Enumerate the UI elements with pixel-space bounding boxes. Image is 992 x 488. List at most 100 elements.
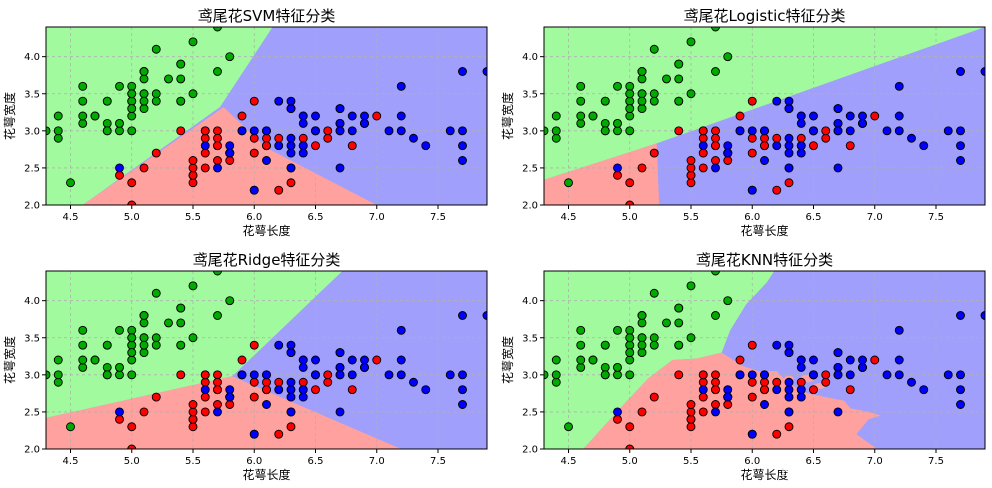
data-point-versicolor [213, 400, 222, 409]
data-point-versicolor [686, 163, 696, 173]
data-point-versicolor [200, 163, 210, 173]
data-point-setosa [576, 325, 586, 335]
data-point-virginica [698, 141, 708, 151]
data-point-setosa [78, 81, 88, 91]
data-point-setosa [588, 111, 598, 121]
data-point-virginica [286, 385, 296, 395]
data-point-setosa [649, 288, 659, 298]
data-point-versicolor [274, 429, 284, 439]
data-point-versicolor [698, 133, 708, 143]
data-point-setosa [139, 74, 149, 84]
data-point-setosa [115, 81, 124, 91]
x-tick-label: 5.0 [124, 212, 140, 223]
data-point-virginica [833, 348, 843, 358]
x-tick-label: 4.5 [561, 456, 577, 467]
data-point-versicolor [176, 370, 186, 380]
data-point-virginica [458, 400, 467, 409]
data-point-virginica [796, 141, 806, 151]
data-point-setosa [649, 44, 659, 54]
data-point-versicolor [772, 377, 782, 387]
data-point-versicolor [274, 133, 284, 143]
data-point-virginica [894, 355, 904, 365]
data-point-versicolor [674, 126, 684, 136]
data-point-virginica [347, 370, 357, 380]
data-point-versicolor [286, 178, 296, 188]
data-point-virginica [335, 362, 345, 372]
data-point-setosa [600, 126, 610, 136]
data-point-virginica [735, 126, 745, 136]
data-point-virginica [274, 340, 284, 350]
x-tick-label: 6.0 [744, 212, 760, 223]
data-point-versicolor [723, 400, 733, 409]
data-point-versicolor [323, 370, 333, 380]
data-point-setosa [674, 303, 684, 313]
data-point-setosa [637, 311, 647, 320]
data-point-setosa [625, 126, 635, 136]
data-point-virginica [796, 148, 806, 158]
data-point-virginica [833, 362, 843, 372]
data-point-virginica [882, 126, 892, 136]
data-point-virginica [115, 407, 124, 417]
data-point-virginica [809, 355, 818, 365]
data-point-virginica [237, 370, 247, 380]
x-tick-label: 6.0 [744, 456, 760, 467]
data-point-virginica [286, 148, 296, 158]
x-axis-label: 花萼长度 [242, 223, 290, 238]
data-point-virginica [298, 362, 308, 372]
y-tick-label: 4.0 [522, 52, 538, 63]
data-point-versicolor [711, 377, 720, 387]
data-point-virginica [298, 148, 308, 158]
data-point-virginica [772, 340, 782, 350]
data-point-setosa [625, 333, 635, 343]
data-point-setosa [213, 311, 222, 320]
data-point-versicolor [176, 126, 186, 136]
data-point-setosa [46, 126, 51, 136]
data-point-versicolor [613, 170, 622, 180]
data-point-setosa [711, 311, 720, 320]
data-point-setosa [78, 118, 88, 128]
data-point-setosa [637, 333, 647, 343]
data-point-versicolor [200, 370, 210, 380]
data-point-setosa [649, 333, 659, 343]
data-point-versicolor [262, 141, 271, 151]
data-point-setosa [544, 370, 549, 380]
data-point-setosa [53, 377, 63, 387]
data-point-versicolor [870, 355, 880, 365]
data-point-virginica [784, 340, 794, 350]
data-point-setosa [151, 333, 161, 343]
data-point-versicolor [213, 126, 222, 136]
data-point-versicolor [188, 407, 198, 417]
data-point-versicolor [698, 392, 708, 402]
data-point-setosa [613, 362, 622, 372]
data-point-versicolor [139, 163, 149, 173]
y-tick-label: 3.0 [24, 370, 40, 381]
data-point-setosa [662, 318, 671, 328]
data-point-versicolor [347, 141, 357, 151]
chart-panel-4: 4.5 5.0 5.5 6.0 6.5 7.0 7.5 2.0 2.5 3.0 3.5 4.0 鸢尾花K… [500, 251, 986, 482]
data-point-setosa [576, 355, 586, 365]
data-point-versicolor [686, 414, 696, 424]
y-tick-label: 2.0 [522, 445, 538, 456]
data-point-versicolor [323, 377, 333, 387]
data-point-virginica [335, 407, 345, 417]
data-point-setosa [176, 96, 186, 106]
data-point-virginica [907, 377, 916, 387]
data-point-versicolor [870, 111, 880, 121]
data-point-setosa [53, 111, 63, 121]
data-point-virginica [784, 133, 794, 143]
data-point-versicolor [188, 163, 198, 173]
data-point-virginica [956, 370, 965, 380]
data-point-setosa [102, 118, 112, 128]
data-point-setosa [115, 362, 124, 372]
data-point-setosa [115, 118, 124, 128]
data-point-virginica [833, 370, 843, 380]
data-point-virginica [482, 67, 487, 76]
data-point-virginica [956, 400, 965, 409]
data-point-virginica [347, 126, 357, 136]
data-point-virginica [784, 385, 794, 395]
data-point-setosa [90, 355, 100, 365]
data-point-setosa [164, 318, 173, 328]
y-tick-label: 4.0 [24, 296, 40, 307]
data-point-setosa [127, 325, 137, 335]
region-setosa [46, 271, 343, 418]
